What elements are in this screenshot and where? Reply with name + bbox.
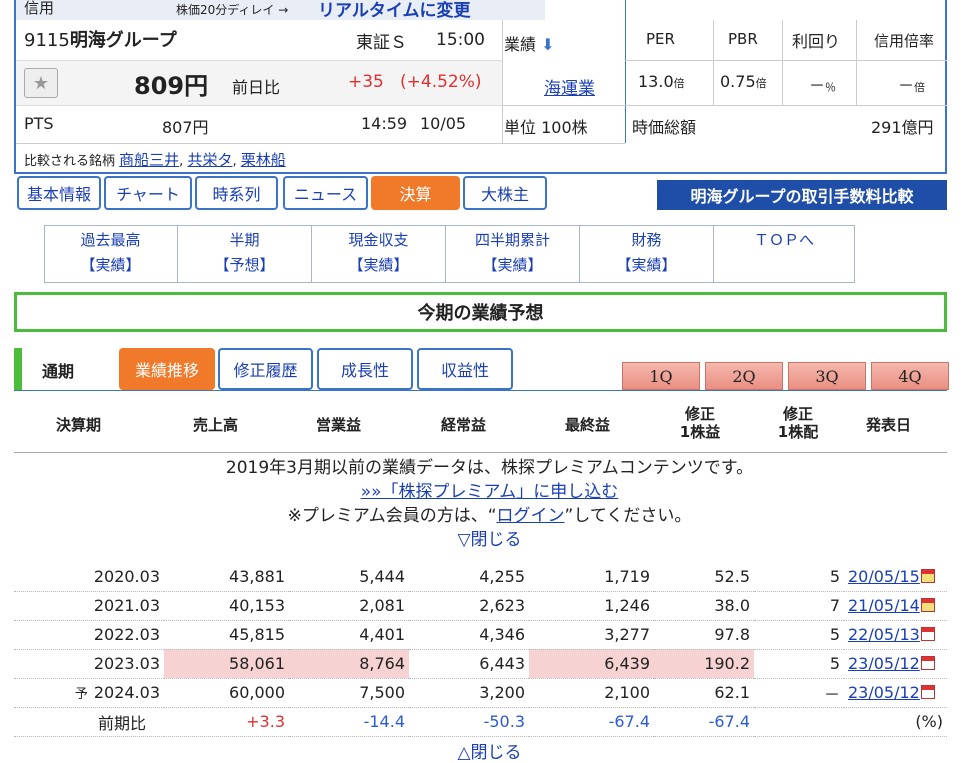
header-period: 決算期 [56,416,102,434]
table-row: 2021.03 40,153 2,081 2,623 1,246 38.0 7 21/05… [14,591,947,621]
quarter-4q[interactable]: 4Q [871,362,949,390]
subnav-quarterly[interactable]: 四半期累計 【実績】 [446,225,580,283]
calendar-icon [920,598,935,612]
results-table: 2020.03 43,881 5,444 4,255 1,719 52.5 5 20/05… [14,562,947,737]
tab-profitability[interactable]: 収益性 [417,348,513,390]
announce-date-link[interactable]: 21/05/14 [848,596,920,615]
close-toggle[interactable]: ▽閉じる [457,530,522,550]
table-row: 2023.03 58,061 8,764 6,443 6,439 190.2 5 23/0… [14,649,947,679]
stock-code: 9115 [24,30,70,51]
top-bar [16,0,545,20]
change-label: 前日比 [232,78,281,97]
compare-link-1[interactable]: 商船三井 [119,151,180,169]
subnav-top[interactable]: ＴＯＰへ [714,225,855,283]
star-icon[interactable]: ★ [24,68,58,98]
pts-label: PTS [24,114,54,133]
calendar-icon [920,627,935,641]
announce-date-link[interactable]: 23/05/12 [848,654,920,673]
tab-timeseries[interactable]: 時系列 [195,176,278,210]
per-header: PER [646,30,675,48]
header-ordinary: 経常益 [441,416,487,434]
quarter-2q[interactable]: 2Q [705,362,783,390]
tab-chart[interactable]: チャート [104,176,192,210]
compare-link-2[interactable]: 共栄タ [187,151,233,169]
row-period: 2020.03 [14,562,164,592]
arrow-down-icon: ⬇ [536,35,555,54]
table-row: 2022.03 45,815 4,401 4,346 3,277 97.8 5 22/05… [14,620,947,650]
forecast-mark: 予 [74,687,88,702]
pts-price: 807円 [162,118,209,137]
table-row: 予 2024.03 60,000 7,500 3,200 2,100 62.1 － 23/0… [14,678,947,708]
gyoseki-label[interactable]: 業績 ⬇ [504,35,555,54]
premium-notice: 2019年3月期以前の業績データは、株探プレミアムコンテンツです。 »»「株探プ… [0,456,979,552]
credit-label: 信用 [24,0,55,17]
forecast-title: 今期の業績予想 [14,292,947,332]
margin-header: 信用倍率 [874,32,935,50]
stock-info-panel: 信用 株価20分ディレイ → リアルタイムに変更 9115明海グループ 東証Ｓ … [14,0,947,174]
stock-name: 明海グループ [69,30,177,51]
pts-time: 14:59 [361,114,408,133]
pbr-header: PBR [728,30,758,48]
pbr-value: 0.75倍 [720,72,767,91]
delay-text: 株価20分ディレイ → [176,3,289,17]
quarter-1q[interactable]: 1Q [622,362,700,390]
yield-header: 利回り [792,32,841,51]
pts-date: 10/05 [420,114,467,133]
tab-basic-info[interactable]: 基本情報 [17,176,101,210]
header-net: 最終益 [565,416,611,434]
industry-link[interactable]: 海運業 [544,79,595,99]
table-row: 2020.03 43,881 5,444 4,255 1,719 52.5 5 20/05… [14,562,947,592]
period-label: 通期 [42,362,75,381]
yoy-row: 前期比 +3.3 -14.4 -50.3 -67.4 -67.4 (%) [14,707,947,737]
stock-price: 809円 [134,72,209,100]
compare-link-3[interactable]: 栗林船 [240,151,286,169]
per-value: 13.0倍 [638,72,685,91]
mcap-value: 291億円 [871,118,934,137]
tab-growth[interactable]: 成長性 [317,348,413,390]
header-dividend: 修正 1株配 [777,405,819,441]
price-change: +35 [348,72,384,92]
login-link[interactable]: ログイン [496,506,565,526]
market-label: 東証Ｓ [356,33,407,53]
compare-stocks: 比較される銘柄 商船三井, 共栄タ, 栗林船 [24,151,286,169]
price-change-pct: (+4.52%) [400,72,482,92]
header-eps: 修正 1株益 [679,405,721,441]
fee-compare-banner[interactable]: 明海グループの取引手数料比較 [657,180,947,210]
tab-earnings[interactable]: 決算 [371,176,460,210]
subnav-half-year[interactable]: 半期 【予想】 [178,225,312,283]
subnav-cash-flow[interactable]: 現金収支 【実績】 [312,225,446,283]
header-date: 発表日 [866,416,912,434]
premium-signup-link[interactable]: »»「株探プレミアム」に申し込む [360,482,619,502]
trading-unit: 単位 100株 [504,118,588,137]
margin-value: －倍 [898,76,926,95]
subnav-financial[interactable]: 財務 【実績】 [580,225,714,283]
quarter-3q[interactable]: 3Q [788,362,866,390]
subnav-record-high[interactable]: 過去最高 【実績】 [44,225,178,283]
announce-date-link[interactable]: 22/05/13 [848,625,920,644]
calendar-icon [920,656,935,670]
header-sales: 売上高 [193,416,239,434]
calendar-icon [920,568,935,583]
quote-time: 15:00 [436,30,485,50]
announce-date-link[interactable]: 23/05/12 [848,683,920,702]
tab-news[interactable]: ニュース [283,176,368,210]
tab-shareholders[interactable]: 大株主 [463,176,547,210]
sub-nav [44,225,855,283]
header-operating: 営業益 [316,416,362,434]
tab-results-trend[interactable]: 業績推移 [119,348,215,390]
close-toggle-bottom[interactable]: △閉じる [457,743,522,763]
realtime-link[interactable]: リアルタイムに変更 [318,1,471,21]
calendar-icon [920,685,935,699]
price-row [16,60,502,106]
announce-date-link[interactable]: 20/05/15 [848,566,920,586]
mcap-label: 時価総額 [632,118,697,137]
yield-value: －％ [809,76,837,95]
tab-revision-history[interactable]: 修正履歴 [218,348,313,390]
